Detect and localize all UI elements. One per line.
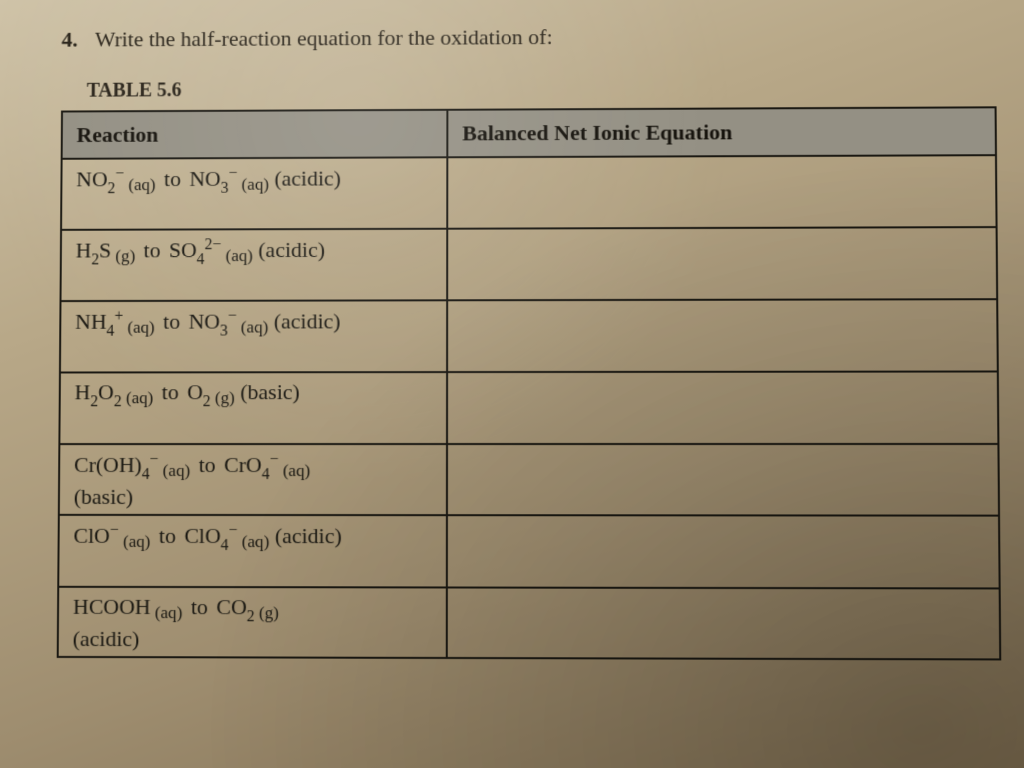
equation-cell[interactable] <box>447 155 996 229</box>
question-text: Write the half-reaction equation for the… <box>95 24 553 52</box>
table-row: Cr(OH)4− (aq) to CrO4− (aq)(basic) <box>59 444 999 516</box>
table-row: H2O2 (aq) to O2 (g) (basic) <box>59 371 998 444</box>
table-header-row: Reaction Balanced Net Ionic Equation <box>62 107 996 158</box>
table-row: HCOOH (aq) to CO2 (g)(acidic) <box>58 587 1001 659</box>
col-header-reaction: Reaction <box>62 110 448 159</box>
table-label: TABLE 5.6 <box>87 75 997 102</box>
question-number: 4. <box>61 27 95 53</box>
reaction-cell: Cr(OH)4− (aq) to CrO4− (aq)(basic) <box>59 444 447 515</box>
question-line: 4. Write the half-reaction equation for … <box>61 22 996 53</box>
reaction-cell: H2O2 (aq) to O2 (g) (basic) <box>59 372 447 444</box>
equation-cell[interactable] <box>447 515 1000 588</box>
reaction-cell: NO2− (aq) to NO3− (aq) (acidic) <box>61 157 447 230</box>
equation-cell[interactable] <box>447 371 998 444</box>
reaction-cell: HCOOH (aq) to CO2 (g)(acidic) <box>58 587 447 658</box>
worksheet-page: 4. Write the half-reaction equation for … <box>0 0 1024 768</box>
table-row: H2S (g) to SO42− (aq) (acidic) <box>61 227 998 301</box>
col-header-equation: Balanced Net Ionic Equation <box>447 107 996 157</box>
reaction-cell: NH4+ (aq) to NO3− (aq) (acidic) <box>60 300 447 372</box>
table-row: NO2− (aq) to NO3− (aq) (acidic) <box>61 155 997 230</box>
equation-cell[interactable] <box>447 227 997 300</box>
equation-cell[interactable] <box>447 444 999 516</box>
reactions-table: Reaction Balanced Net Ionic Equation NO2… <box>57 106 1002 660</box>
equation-cell[interactable] <box>447 299 998 372</box>
table-row: ClO− (aq) to ClO4− (aq) (acidic) <box>58 515 999 589</box>
table-row: NH4+ (aq) to NO3− (aq) (acidic) <box>60 299 998 372</box>
reaction-cell: ClO− (aq) to ClO4− (aq) (acidic) <box>58 515 447 588</box>
equation-cell[interactable] <box>447 588 1000 660</box>
reaction-cell: H2S (g) to SO42− (aq) (acidic) <box>61 229 448 301</box>
